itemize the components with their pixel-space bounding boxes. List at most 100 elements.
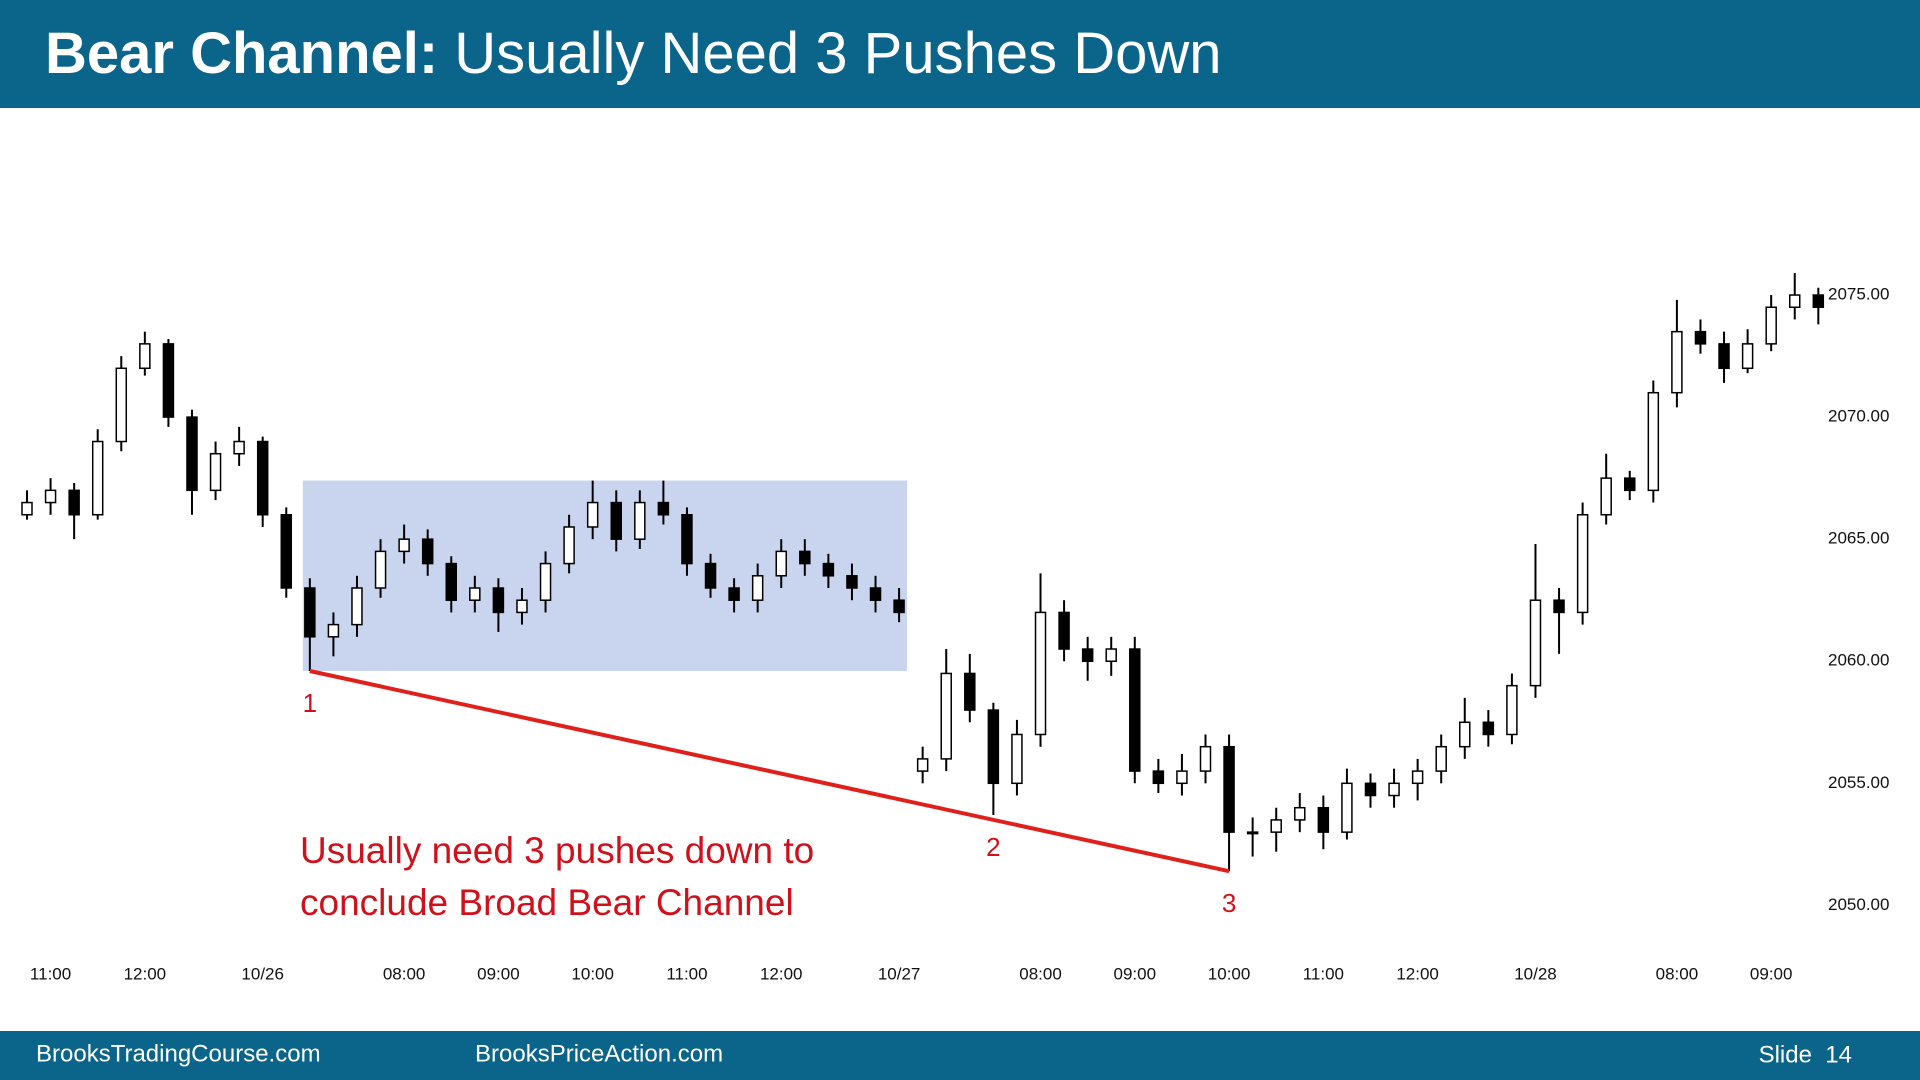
x-tick-label: 08:00: [1019, 964, 1062, 983]
candle-body: [610, 501, 622, 540]
candle-body: [162, 343, 175, 418]
candle-body: [21, 501, 33, 516]
candle-body: [563, 526, 575, 565]
candle-body: [304, 587, 316, 638]
candle-body: [1388, 782, 1400, 797]
candle-body: [1411, 770, 1424, 785]
candle-body: [398, 538, 410, 553]
candle-body: [44, 489, 57, 504]
candle-body: [1694, 330, 1707, 345]
candle-body: [681, 514, 693, 565]
x-tick-label: 09:00: [1114, 964, 1157, 983]
footer-slide: Slide 14: [1759, 1041, 1852, 1068]
candle-body: [374, 550, 387, 589]
candle-body: [256, 440, 269, 516]
candle-body: [822, 562, 835, 577]
candle-body: [846, 575, 858, 589]
y-tick-label: 2055.00: [1828, 773, 1889, 792]
header-bar: [0, 0, 1920, 108]
candle-body: [421, 538, 434, 565]
x-tick-label: 12:00: [760, 964, 803, 983]
x-tick-label: 12:00: [1396, 964, 1439, 983]
candle-body: [1081, 648, 1094, 662]
candle-body: [1034, 611, 1047, 736]
candle-body: [1364, 782, 1377, 797]
candle-body: [1741, 343, 1754, 370]
candle-body: [1529, 599, 1542, 687]
candle-body: [893, 599, 905, 614]
x-tick-label: 10:00: [1208, 964, 1251, 983]
annotation-text: Usually need 3 pushes down to: [300, 830, 814, 871]
candle-body: [469, 587, 481, 601]
candle-body: [1129, 648, 1141, 772]
candle-body: [539, 562, 552, 601]
pivot-label: 3: [1222, 888, 1236, 918]
candle-body: [91, 440, 104, 516]
candle-body: [799, 550, 811, 565]
footer-left: BrooksTradingCourse.com: [36, 1040, 321, 1067]
candle-body: [586, 501, 599, 528]
candle-body: [280, 514, 293, 589]
candle-body: [1812, 294, 1825, 308]
candle-body: [1576, 514, 1589, 614]
trading-range-box: [302, 480, 908, 672]
candle-body: [775, 550, 787, 577]
candle-body: [186, 416, 198, 492]
candle-body: [657, 501, 670, 516]
y-tick-label: 2050.00: [1828, 895, 1889, 914]
y-tick-label: 2075.00: [1828, 285, 1889, 304]
x-tick-label: 09:00: [477, 964, 520, 983]
y-tick-label: 2065.00: [1828, 529, 1889, 548]
candle-body: [1341, 782, 1353, 833]
candle-body: [704, 562, 717, 589]
candle-body: [1624, 477, 1636, 492]
title-bold: Bear Channel:: [45, 21, 438, 86]
candle-body: [1506, 684, 1518, 736]
candle-body: [351, 587, 363, 626]
candle-body: [1105, 648, 1117, 662]
candle-body: [1317, 806, 1330, 833]
candle-body: [987, 709, 1000, 785]
footer-bar: [0, 1031, 1920, 1080]
candle-body: [1459, 721, 1471, 748]
y-tick-label: 2070.00: [1828, 407, 1889, 426]
candle-body: [964, 672, 976, 711]
x-tick-label: 08:00: [383, 964, 426, 983]
candle-body: [1246, 831, 1259, 835]
candle-body: [209, 452, 222, 492]
candle-body: [115, 367, 128, 443]
candle-body: [492, 587, 505, 614]
candle-body: [139, 343, 151, 370]
candle-body: [1482, 721, 1495, 736]
x-tick-label: 08:00: [1656, 964, 1699, 983]
x-tick-label: 10:00: [571, 964, 614, 983]
candle-body: [1152, 770, 1165, 785]
x-tick-label: 11:00: [1303, 964, 1344, 983]
candle-body: [1199, 745, 1212, 772]
candle-body: [940, 672, 952, 760]
x-tick-label: 10/27: [878, 964, 921, 983]
candle-body: [728, 587, 740, 601]
x-tick-label: 12:00: [124, 964, 167, 983]
plot: 2050.00 2055.00 2060.00 2065.00 2070.00 2075.…: [21, 273, 1889, 983]
candle-body: [916, 758, 929, 772]
bear-trendline: [309, 669, 1230, 874]
candle-body: [751, 575, 764, 601]
candle-body: [634, 501, 646, 540]
pivot-label: 1: [303, 688, 317, 718]
title-rest: Usually Need 3 Pushes Down: [454, 21, 1221, 86]
candle-body: [1789, 294, 1801, 308]
candle-body: [1435, 745, 1447, 772]
x-tick-label: 11:00: [666, 964, 707, 983]
candle-body: [1294, 806, 1306, 821]
candle-body: [233, 440, 245, 455]
pivot-label: 2: [986, 832, 1000, 862]
candle-body: [1270, 819, 1282, 833]
candle-body: [1718, 343, 1730, 370]
candle-body: [68, 489, 80, 516]
x-tick-label: 10/28: [1514, 964, 1557, 983]
candle-body: [1600, 477, 1612, 516]
candle-body: [1765, 306, 1777, 345]
